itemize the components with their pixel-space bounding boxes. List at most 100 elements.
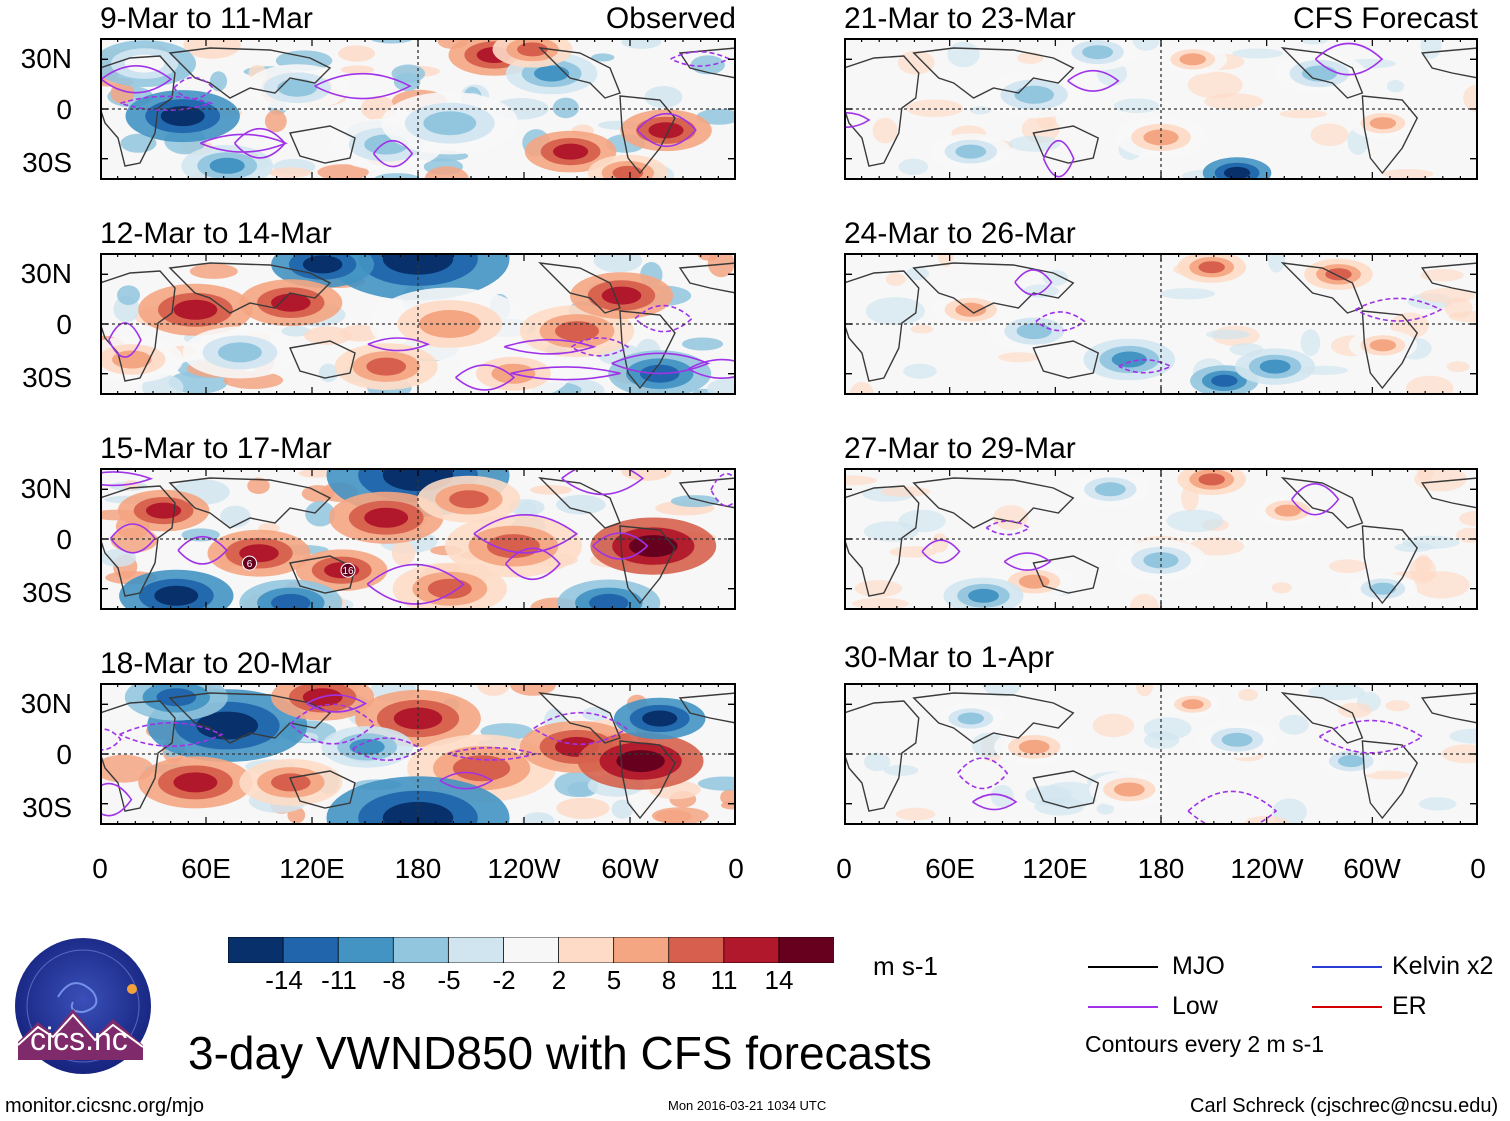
low-line-icon <box>1088 1006 1158 1008</box>
coastline <box>1280 47 1364 99</box>
lon-label: 60W <box>1343 853 1401 884</box>
storm-label: 6 <box>247 559 253 570</box>
low-freq-contour <box>1067 69 1120 92</box>
coastline <box>1361 525 1419 605</box>
wind-patch <box>621 38 662 49</box>
wind-anomaly <box>601 286 642 305</box>
wind-anomaly <box>1018 739 1050 754</box>
wind-anomaly <box>217 342 262 363</box>
coastline <box>844 270 920 382</box>
vwnd-map <box>844 38 1478 180</box>
wind-patch <box>556 494 606 515</box>
footer-url: monitor.cicsnc.org/mjo <box>5 1095 204 1117</box>
wind-anomaly <box>382 253 454 275</box>
colorbar <box>228 937 834 963</box>
wind-patch <box>591 53 615 62</box>
colorbar-swatch <box>723 937 780 963</box>
wind-patch <box>1416 468 1434 483</box>
wind-patch <box>655 809 692 824</box>
wind-anomaly <box>1325 268 1352 281</box>
coastline <box>1361 310 1419 390</box>
mjo-line-icon <box>1088 966 1158 968</box>
low-freq-contour <box>120 95 214 112</box>
storm-marker <box>340 562 356 578</box>
wind-patch <box>1166 509 1224 533</box>
wind-anomaly <box>302 255 343 274</box>
coastline <box>619 95 676 175</box>
lon-label: 0 <box>1470 853 1486 884</box>
lat-label: 30N <box>20 258 72 289</box>
lat-label: 0 <box>56 524 72 555</box>
wind-anomaly <box>382 801 454 825</box>
coastline <box>678 262 736 294</box>
lat-label: 30N <box>20 43 72 74</box>
low-freq-contour <box>921 539 961 564</box>
wind-patch <box>1459 510 1478 527</box>
wind-anomaly <box>1211 374 1238 387</box>
coastline <box>1420 692 1478 724</box>
coastline <box>1032 770 1100 809</box>
vwnd-map <box>100 38 736 180</box>
low-freq-contour <box>636 113 697 147</box>
logo-text: cics.nc <box>30 1021 128 1057</box>
low-freq-contour <box>972 793 1018 811</box>
low-freq-contour <box>1014 269 1053 296</box>
low-freq-contour <box>533 712 629 745</box>
panel-title: 9-Mar to 11-Mar <box>100 2 313 35</box>
coastline <box>289 555 356 594</box>
lon-label: 120E <box>1022 853 1088 884</box>
lon-label: 120E <box>279 853 345 884</box>
wind-anomaly <box>1221 732 1253 747</box>
coastline <box>538 477 621 529</box>
lon-label: 60E <box>181 853 231 884</box>
wind-patch <box>556 797 610 819</box>
wind-patch <box>1129 593 1159 610</box>
wind-anomaly <box>648 122 684 139</box>
wind-patch <box>898 509 946 533</box>
lat-label: 30N <box>20 688 72 719</box>
wind-patch <box>681 337 724 351</box>
wind-patch <box>1394 542 1433 553</box>
wind-patch <box>611 799 634 819</box>
panel-title: 24-Mar to 26-Mar <box>844 217 1076 250</box>
lon-label: 180 <box>1137 853 1185 884</box>
coastline <box>289 770 356 809</box>
wind-anomaly <box>1016 323 1052 340</box>
coastline <box>1420 262 1478 294</box>
wind-anomaly <box>1111 351 1147 368</box>
low-freq-contour <box>634 304 693 333</box>
wind-anomaly <box>366 357 407 376</box>
low-freq-contour <box>1291 483 1340 516</box>
coastline <box>1032 555 1100 594</box>
lat-label: 30N <box>20 473 72 504</box>
wind-patch <box>670 495 720 508</box>
wind-patch <box>1382 169 1434 179</box>
wind-anomaly <box>196 711 258 740</box>
wind-patch <box>510 683 556 696</box>
lat-label: 30S <box>22 362 72 393</box>
colorbar-swatch <box>503 937 560 963</box>
lon-label: 180 <box>394 853 442 884</box>
wind-patch <box>1413 571 1470 599</box>
wind-patch <box>1463 84 1478 112</box>
wind-patch <box>521 812 555 825</box>
coastline <box>1280 262 1364 314</box>
wind-patch <box>189 263 238 279</box>
wind-patch <box>698 776 736 791</box>
lon-label: 120W <box>487 853 561 884</box>
wind-anomaly <box>124 54 165 73</box>
coastline <box>538 692 621 744</box>
wind-anomaly <box>957 712 984 725</box>
legend-mjo: MJO <box>1172 952 1225 980</box>
wind-anomaly <box>968 588 999 603</box>
wind-anomaly <box>112 350 152 369</box>
colorbar-label: 8 <box>661 965 677 995</box>
wind-patch <box>1386 80 1405 93</box>
lon-label: 60E <box>925 853 975 884</box>
colorbar-swatch <box>558 937 615 963</box>
coastline <box>100 270 176 382</box>
wind-patch <box>1092 713 1135 738</box>
coastline <box>844 485 920 597</box>
wind-anomaly <box>612 165 644 180</box>
wind-anomaly <box>1113 782 1145 797</box>
